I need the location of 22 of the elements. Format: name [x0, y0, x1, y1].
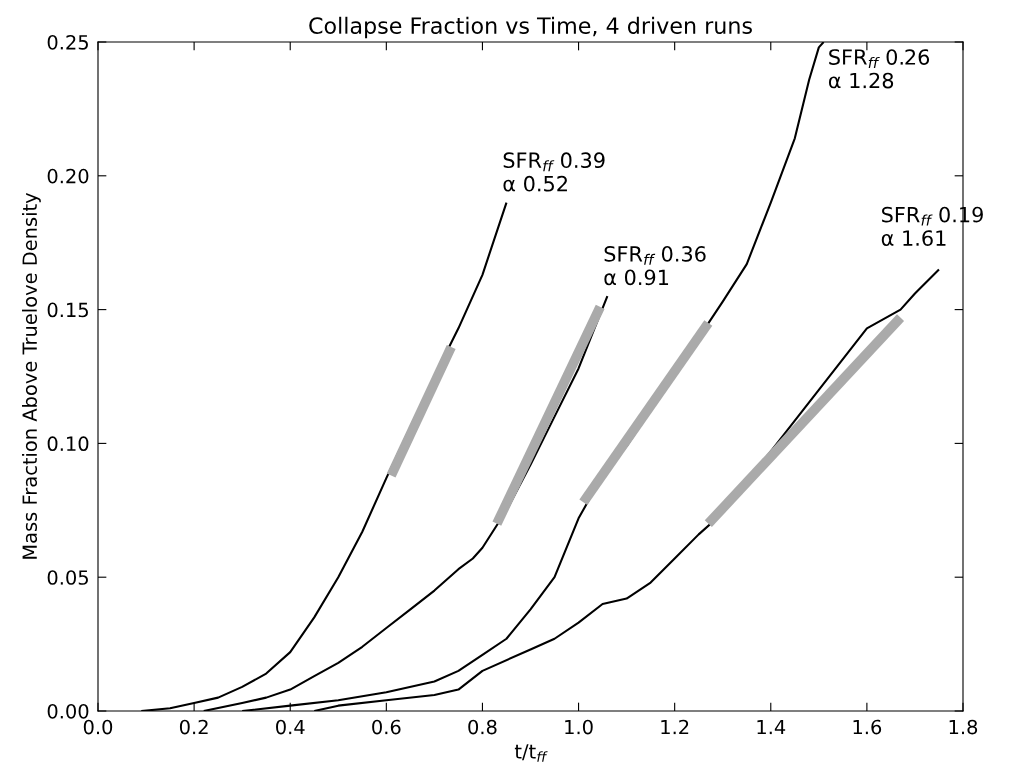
x-tick-label: 0.0 — [83, 719, 113, 735]
y-tick-label: 0.00 — [47, 703, 89, 719]
x-tick-label: 0.4 — [276, 719, 305, 735]
y-axis-title: Mass Fraction Above Truelove Density — [22, 192, 41, 559]
x-tick-label: 0.8 — [468, 719, 497, 735]
x-tick-label: 0.6 — [372, 719, 401, 735]
x-tick-label: 1.2 — [661, 719, 689, 735]
y-tick-label: 0.15 — [47, 302, 88, 318]
x-tick-label: 1.8 — [949, 719, 978, 735]
x-tick-label: 1.0 — [565, 719, 593, 735]
x-tick-label: 1.6 — [853, 719, 882, 735]
annotation: SFR$_{ff}$ 0.26 α 1.28 — [828, 49, 930, 89]
annotation: SFR$_{ff}$ 0.36 α 0.91 — [604, 245, 706, 286]
y-tick-label: 0.05 — [47, 570, 88, 585]
y-tick-label: 0.25 — [47, 34, 88, 50]
x-axis-title: t/t$_{ff}$ — [514, 744, 548, 762]
annotation: SFR$_{ff}$ 0.39 α 0.52 — [503, 152, 605, 192]
x-tick-label: 0.2 — [179, 719, 208, 735]
y-tick-label: 0.20 — [47, 168, 89, 184]
x-tick-label: 1.4 — [757, 719, 786, 735]
y-tick-label: 0.10 — [47, 436, 89, 452]
chart-title: Collapse Fraction vs Time, 4 driven runs — [309, 16, 752, 39]
